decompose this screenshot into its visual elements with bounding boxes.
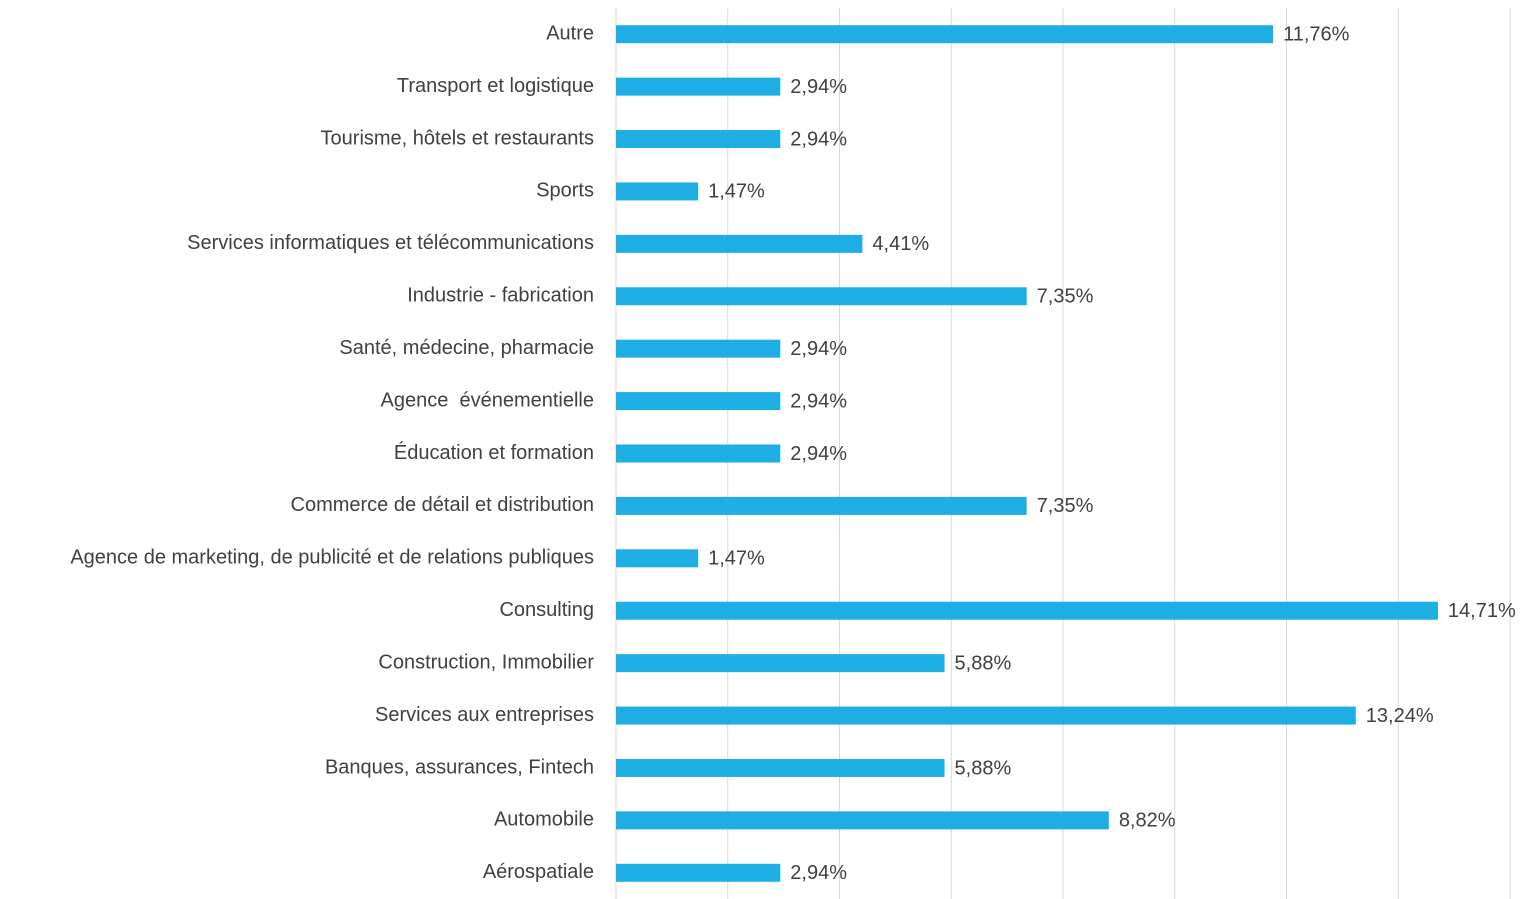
bar <box>616 706 1356 725</box>
value-label: 2,94% <box>790 862 847 884</box>
y-tick-label: Aérospatiale <box>483 861 594 883</box>
value-label: 13,24% <box>1366 705 1434 727</box>
y-tick-label: Tourisme, hôtels et restaurants <box>321 127 594 149</box>
value-label: 4,41% <box>872 233 929 255</box>
y-tick-label: Automobile <box>494 809 594 831</box>
value-label: 2,94% <box>790 76 847 98</box>
value-label: 1,47% <box>708 548 765 570</box>
bar <box>616 549 699 568</box>
y-tick-label: Santé, médecine, pharmacie <box>339 337 594 359</box>
bar <box>616 654 945 673</box>
y-tick-label: Éducation et formation <box>394 441 594 464</box>
y-tick-label: Autre <box>546 22 594 44</box>
bar <box>616 339 781 358</box>
bar <box>616 758 945 777</box>
value-label: 2,94% <box>790 443 847 465</box>
y-tick-label: Services informatiques et télécommunicat… <box>187 232 594 254</box>
bar <box>616 25 1274 44</box>
y-tick-label: Sports <box>536 180 594 202</box>
value-label: 2,94% <box>790 390 847 412</box>
y-tick-label: Construction, Immobilier <box>378 651 594 673</box>
bar <box>616 234 863 253</box>
bar <box>616 182 699 201</box>
value-label: 2,94% <box>790 128 847 150</box>
y-tick-label: Commerce de détail et distribution <box>291 494 594 516</box>
y-tick-label: Consulting <box>499 599 594 621</box>
bar <box>616 863 781 882</box>
y-tick-label: Agence événementielle <box>381 389 594 411</box>
bar <box>616 601 1438 620</box>
y-tick-label: Banques, assurances, Fintech <box>325 756 594 778</box>
bar <box>616 287 1027 306</box>
value-label: 7,35% <box>1037 495 1094 517</box>
bar <box>616 496 1027 515</box>
value-label: 8,82% <box>1119 810 1176 832</box>
bar <box>616 130 781 149</box>
bar <box>616 392 781 411</box>
value-label: 11,76% <box>1283 23 1350 45</box>
bar <box>616 444 781 463</box>
y-tick-label: Agence de marketing, de publicité et de … <box>70 547 594 569</box>
value-label: 7,35% <box>1037 286 1094 308</box>
value-label: 14,71% <box>1448 600 1516 622</box>
bar <box>616 77 781 96</box>
y-tick-label: Transport et logistique <box>397 75 594 97</box>
y-tick-label: Industrie - fabrication <box>407 285 594 307</box>
y-tick-label: Services aux entreprises <box>375 704 594 726</box>
value-label: 5,88% <box>955 652 1012 674</box>
value-label: 1,47% <box>708 181 765 203</box>
bar <box>616 811 1109 830</box>
value-label: 5,88% <box>955 757 1012 779</box>
value-label: 2,94% <box>790 338 847 360</box>
